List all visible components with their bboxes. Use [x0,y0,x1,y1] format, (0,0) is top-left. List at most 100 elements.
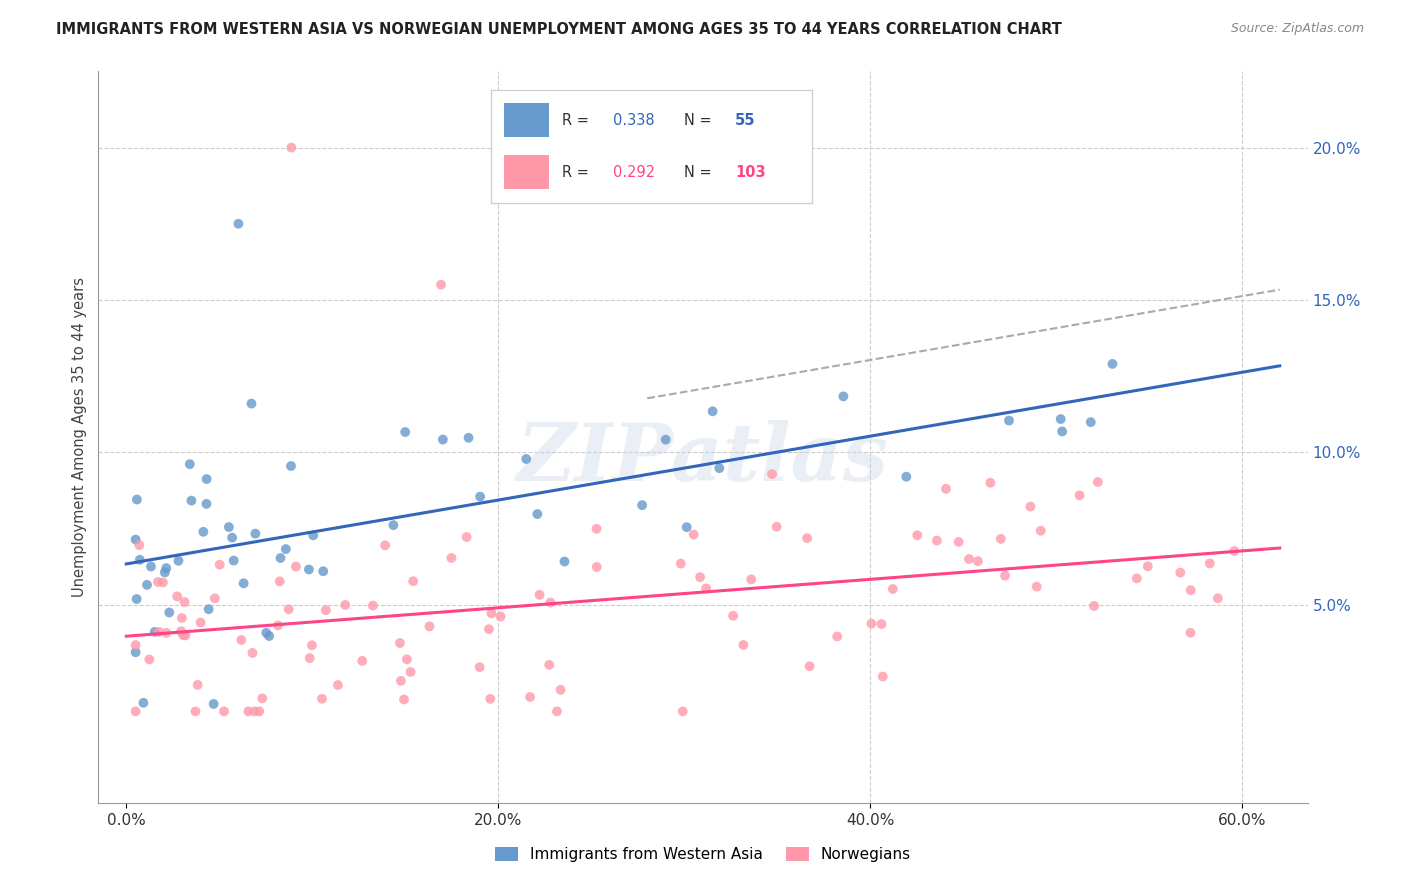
Point [392,692,415,706]
Point [1025,580,1047,594]
Point [148,624,170,639]
Point [155,561,177,575]
Point [1049,412,1071,426]
Point [418,619,440,633]
Point [125,592,148,607]
Point [374,538,396,552]
Point [399,665,422,679]
Point [173,595,195,609]
Point [228,217,250,231]
Point [935,482,957,496]
Point [179,457,201,471]
Point [352,654,374,668]
Point [1136,559,1159,574]
Point [361,599,384,613]
Point [195,472,218,486]
Point [515,452,537,467]
Point [128,538,150,552]
Text: IMMIGRANTS FROM WESTERN ASIA VS NORWEGIAN UNEMPLOYMENT AMONG AGES 35 TO 44 YEARS: IMMIGRANTS FROM WESTERN ASIA VS NORWEGIA… [56,22,1062,37]
Point [315,603,337,617]
Point [389,673,412,688]
Point [468,660,491,674]
Point [481,607,503,621]
Point [187,678,209,692]
Point [1198,557,1220,571]
Point [733,638,755,652]
Point [153,566,176,580]
Point [1019,500,1042,514]
Point [212,705,235,719]
Point [1223,544,1246,558]
Point [432,433,454,447]
Point [124,705,146,719]
Point [675,520,697,534]
Point [125,492,148,507]
Point [672,705,695,719]
Point [167,554,190,568]
Point [139,559,162,574]
Point [479,692,502,706]
Point [457,431,479,445]
Point [1069,488,1091,502]
Point [180,493,202,508]
Point [526,507,548,521]
Point [689,570,711,584]
Point [654,433,676,447]
Point [195,497,218,511]
Point [231,632,253,647]
Point [1083,599,1105,613]
Point [825,630,848,644]
Text: ZIPatlas: ZIPatlas [517,420,889,498]
Legend: Immigrants from Western Asia, Norwegians: Immigrants from Western Asia, Norwegians [489,841,917,868]
Point [277,602,299,616]
Point [740,572,762,586]
Point [1206,591,1229,606]
Point [240,396,263,410]
Point [430,277,453,292]
Point [270,551,292,566]
Point [538,657,561,672]
Point [143,624,166,639]
Point [218,520,240,534]
Point [998,413,1021,427]
Point [682,527,704,541]
Point [1029,524,1052,538]
Point [280,458,302,473]
Point [252,691,274,706]
Point [721,608,744,623]
Point [1180,583,1202,598]
Point [172,628,194,642]
Point [489,609,512,624]
Point [585,560,607,574]
Point [166,590,188,604]
Point [540,595,562,609]
Point [957,552,980,566]
Point [242,646,264,660]
Point [395,652,418,666]
Point [269,574,291,589]
Point [128,553,150,567]
Text: Source: ZipAtlas.com: Source: ZipAtlas.com [1230,22,1364,36]
Point [138,652,160,666]
Point [979,475,1001,490]
Point [478,622,501,636]
Point [132,696,155,710]
Point [284,559,307,574]
Point [204,591,226,606]
Point [860,616,883,631]
Point [872,669,894,683]
Point [208,558,231,572]
Point [193,524,215,539]
Point [994,568,1017,582]
Point [326,678,349,692]
Point [388,636,411,650]
Point [669,557,692,571]
Point [174,628,197,642]
Point [170,611,193,625]
Point [301,638,323,652]
Point [529,588,551,602]
Point [311,691,333,706]
Point [925,533,948,548]
Point [157,606,180,620]
Point [245,526,267,541]
